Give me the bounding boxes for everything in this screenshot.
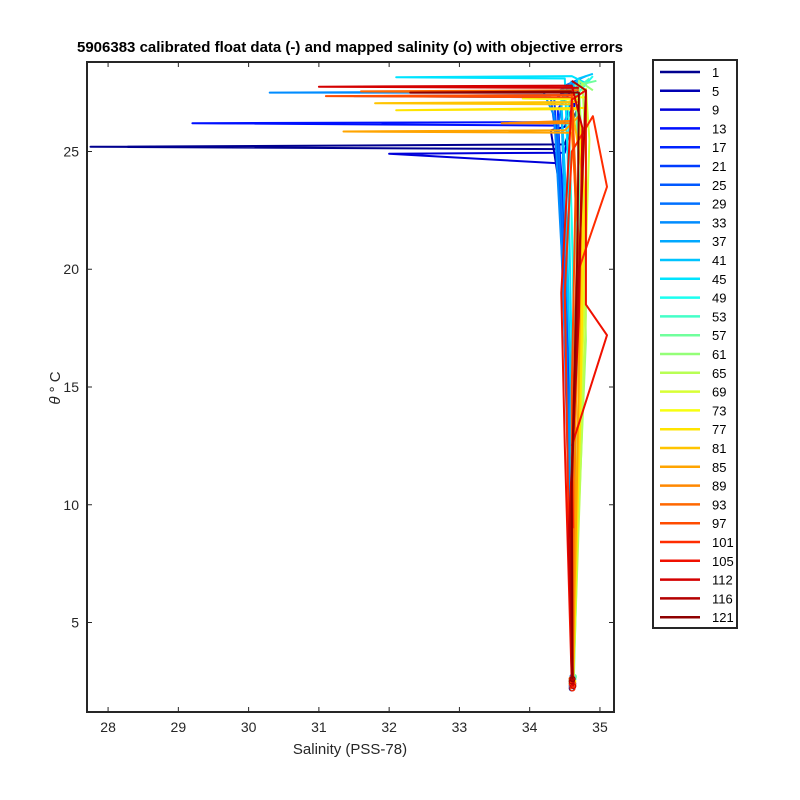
- legend-label-5: 5: [712, 84, 719, 99]
- legend-label-101: 101: [712, 535, 734, 550]
- plot-area: [87, 62, 614, 712]
- legend-label-116: 116: [712, 591, 733, 606]
- legend-label-85: 85: [712, 460, 726, 475]
- legend-label-121: 121: [712, 610, 734, 625]
- x-tick-label: 34: [522, 719, 538, 735]
- y-tick-label: 20: [63, 261, 79, 277]
- legend-label-69: 69: [712, 385, 726, 400]
- series-line-28: [317, 84, 584, 687]
- x-tick-label: 29: [171, 719, 187, 735]
- x-tick-label: 28: [100, 719, 116, 735]
- legend-label-21: 21: [712, 159, 726, 174]
- legend-label-29: 29: [712, 197, 726, 212]
- legend-label-89: 89: [712, 479, 726, 494]
- legend-box: [652, 59, 738, 629]
- y-tick-label: 10: [63, 497, 79, 513]
- legend-label-49: 49: [712, 291, 726, 306]
- x-tick-label: 31: [311, 719, 327, 735]
- series-line-11: [560, 72, 594, 682]
- legend-label-33: 33: [712, 215, 726, 230]
- legend-label-37: 37: [712, 234, 726, 249]
- legend-label-1: 1: [712, 65, 719, 80]
- chart-title: 5906383 calibrated float data (-) and ma…: [77, 39, 623, 56]
- legend: 1 5 9 13 17 21 25 29 33 37 41 45 49 53 57 61 65 69 73 77 81 8…: [652, 59, 738, 629]
- legend-label-41: 41: [712, 253, 726, 268]
- legend-label-17: 17: [712, 140, 726, 155]
- legend-label-105: 105: [712, 554, 734, 569]
- y-tick-label: 25: [63, 143, 79, 159]
- legend-label-45: 45: [712, 272, 726, 287]
- x-axis: 28 29 30 31 32 33 34 35: [100, 62, 608, 735]
- y-axis-unit: ° C: [47, 371, 64, 392]
- legend-label-53: 53: [712, 309, 726, 324]
- mapped-salinity-marker-30: [569, 675, 576, 683]
- legend-label-81: 81: [712, 441, 726, 456]
- legend-label-93: 93: [712, 497, 726, 512]
- x-tick-label: 32: [381, 719, 397, 735]
- x-axis-label: Salinity (PSS-78): [293, 741, 407, 758]
- x-tick-label: 33: [452, 719, 468, 735]
- y-tick-label: 15: [63, 379, 79, 395]
- series-line-29: [569, 79, 587, 682]
- legend-label-57: 57: [712, 328, 726, 343]
- legend-label-77: 77: [712, 422, 726, 437]
- legend-label-97: 97: [712, 516, 726, 531]
- y-axis-label: θ ° C: [47, 371, 64, 404]
- legend-label-13: 13: [712, 121, 726, 136]
- legend-label-25: 25: [712, 178, 726, 193]
- series-layer: [89, 72, 608, 692]
- y-axis: 5 10 15 20 25: [63, 143, 614, 631]
- x-tick-label: 30: [241, 719, 257, 735]
- y-tick-label: 5: [71, 615, 79, 631]
- legend-label-61: 61: [712, 347, 726, 362]
- legend-label-9: 9: [712, 103, 719, 118]
- series-line-30: [409, 90, 580, 680]
- y-axis-symbol: θ: [47, 396, 64, 404]
- x-tick-label: 35: [592, 719, 608, 735]
- legend-label-112: 112: [712, 573, 733, 588]
- legend-label-73: 73: [712, 403, 726, 418]
- legend-label-65: 65: [712, 366, 726, 381]
